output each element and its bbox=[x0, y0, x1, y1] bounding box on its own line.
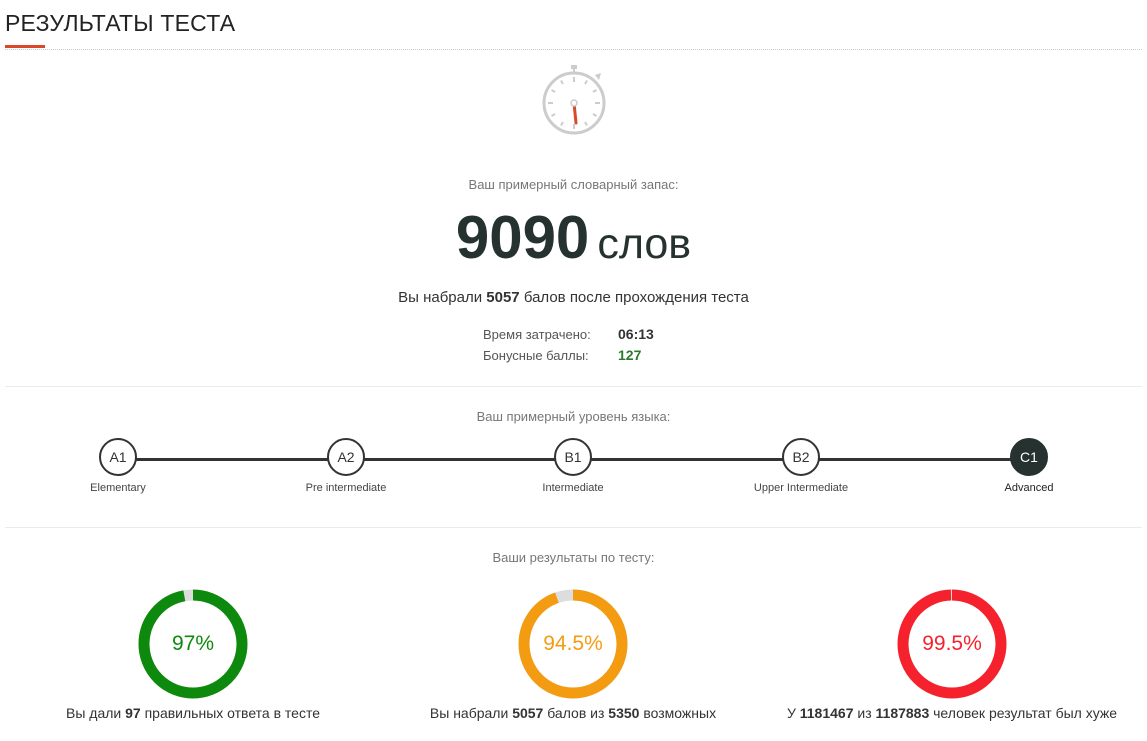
level-badge: C1 bbox=[1010, 438, 1048, 476]
page-header: РЕЗУЛЬТАТЫ ТЕСТА bbox=[5, 0, 1142, 50]
level-label: Ваш примерный уровень языка: bbox=[476, 409, 671, 424]
level-b1: B1 Intermediate bbox=[503, 438, 643, 494]
stopwatch-icon bbox=[539, 63, 609, 139]
bonus-label: Бонусные баллы: bbox=[483, 348, 589, 363]
score-text-post: балов после прохождения теста bbox=[519, 289, 749, 306]
level-b2: B2 Upper Intermediate bbox=[731, 438, 871, 494]
caption-part: балов из bbox=[543, 705, 609, 721]
title-accent-underline bbox=[5, 45, 45, 48]
caption-part: Вы дали bbox=[66, 705, 126, 721]
divider bbox=[5, 527, 1142, 528]
level-name: Advanced bbox=[1004, 482, 1054, 494]
level-name: Elementary bbox=[90, 482, 146, 494]
result-ring: 97% bbox=[137, 588, 249, 700]
caption-part: 5350 bbox=[608, 705, 640, 721]
divider bbox=[5, 386, 1142, 387]
ring-progress-arc bbox=[897, 589, 1007, 699]
level-badge: B2 bbox=[782, 438, 820, 476]
level-badge: B1 bbox=[554, 438, 592, 476]
ring-value: 99.5% bbox=[922, 632, 982, 655]
level-a1: A1 Elementary bbox=[48, 438, 188, 494]
result-ring: 94.5% bbox=[517, 588, 629, 700]
ring-value: 97% bbox=[171, 632, 215, 655]
caption-part: возможных bbox=[639, 705, 717, 721]
caption-part: 5057 bbox=[512, 705, 544, 721]
caption-part: У bbox=[786, 705, 800, 721]
ring-chart bbox=[897, 589, 1007, 699]
caption-part: 1181467 bbox=[799, 705, 854, 721]
bonus-value: 127 bbox=[618, 347, 642, 363]
caption-part: человек результат был хуже bbox=[929, 705, 1118, 721]
ring-progress-arc bbox=[138, 589, 248, 699]
vocab-label: Ваш примерный словарный запас: bbox=[468, 177, 679, 192]
level-name: Intermediate bbox=[542, 482, 604, 494]
caption-part: 1187883 bbox=[875, 705, 930, 721]
time-label: Время затрачено: bbox=[483, 327, 591, 342]
results-label: Ваши результаты по тесту: bbox=[492, 550, 655, 565]
caption-part: 97 bbox=[125, 705, 141, 721]
caption-part: из bbox=[853, 705, 876, 721]
result-ring: 99.5% bbox=[896, 588, 1008, 700]
ring-chart bbox=[518, 589, 628, 699]
ring-caption: Вы набрали 5057 балов из 5350 возможных bbox=[383, 705, 763, 721]
vocab-number: 9090 bbox=[455, 204, 590, 271]
page-title: РЕЗУЛЬТАТЫ ТЕСТА bbox=[5, 10, 236, 36]
level-scale: A1 Elementary A2 Pre intermediate B1 Intermed… bbox=[0, 438, 1147, 498]
level-badge: A1 bbox=[99, 438, 137, 476]
score-summary: Вы набрали 5057 балов после прохождения … bbox=[0, 289, 1147, 306]
level-c1: C1 Advanced bbox=[959, 438, 1099, 494]
caption-part: Вы набрали bbox=[429, 705, 513, 721]
vocab-unit: слов bbox=[597, 220, 692, 268]
level-badge: A2 bbox=[327, 438, 365, 476]
ring-value: 94.5% bbox=[543, 632, 603, 655]
level-a2: A2 Pre intermediate bbox=[276, 438, 416, 494]
vocab-result: 9090 слов bbox=[0, 203, 1147, 289]
ring-progress-arc bbox=[518, 589, 628, 699]
ring-caption: Вы дали 97 правильных ответа в тесте bbox=[3, 705, 383, 721]
caption-part: правильных ответа в тесте bbox=[140, 705, 320, 721]
score-text-pre: Вы набрали bbox=[398, 289, 487, 306]
time-value: 06:13 bbox=[618, 326, 654, 342]
level-name: Pre intermediate bbox=[305, 482, 387, 494]
ring-caption: У 1181467 из 1187883 человек результат б… bbox=[762, 705, 1142, 721]
score-value: 5057 bbox=[486, 289, 520, 306]
ring-chart bbox=[138, 589, 248, 699]
level-name: Upper Intermediate bbox=[753, 482, 849, 494]
